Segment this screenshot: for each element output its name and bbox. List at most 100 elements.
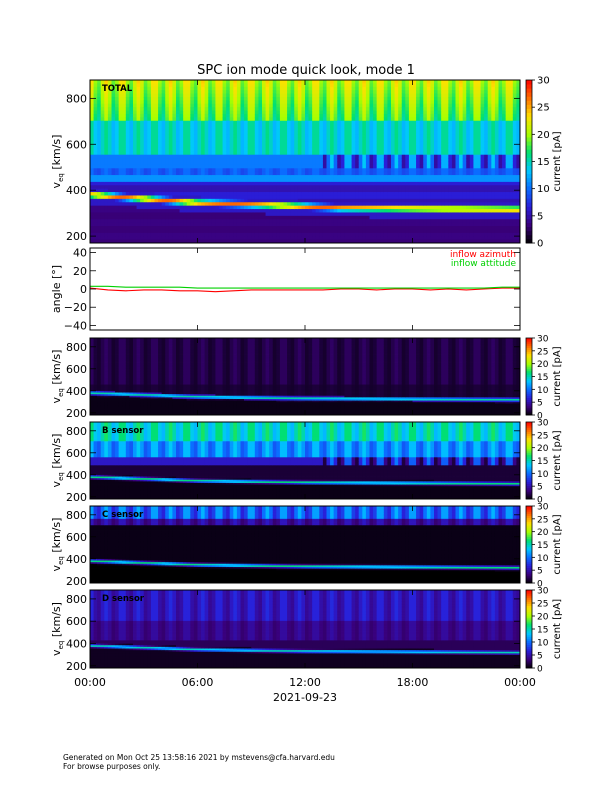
heatmap-cell (115, 168, 119, 172)
heatmap-cell (276, 104, 280, 108)
heatmap-cell (205, 206, 209, 210)
heatmap-cell (205, 219, 209, 223)
heatmap-cell (384, 212, 388, 216)
heatmap-cell (330, 216, 334, 220)
heatmap-cell (97, 90, 101, 94)
heatmap-cell (370, 182, 374, 186)
heatmap-cell (309, 134, 313, 138)
heatmap-cell (370, 107, 374, 111)
heatmap-cell (172, 107, 176, 111)
heatmap-cell (298, 97, 302, 101)
heatmap-cell (387, 233, 391, 237)
heatmap-cell (262, 97, 266, 101)
heatmap-cell (258, 131, 262, 135)
heatmap-cell (413, 87, 417, 91)
heatmap-cell (387, 199, 391, 203)
heatmap-cell (155, 80, 159, 84)
heatmap-cell (366, 128, 370, 132)
heatmap-cell (391, 114, 395, 118)
heatmap-cell (133, 100, 137, 104)
heatmap-cell (294, 162, 298, 166)
heatmap-cell (251, 185, 255, 189)
heatmap-cell (405, 134, 409, 138)
heatmap-cell (269, 206, 273, 210)
heatmap-cell (230, 229, 234, 233)
heatmap-cell (434, 233, 438, 237)
heatmap-cell (255, 155, 259, 159)
heatmap-cell (190, 141, 194, 145)
heatmap-cell (445, 87, 449, 91)
heatmap-cell (119, 107, 123, 111)
heatmap-cell (198, 212, 202, 216)
heatmap-cell (405, 111, 409, 115)
heatmap-cell (445, 195, 449, 199)
heatmap-cell (341, 233, 345, 237)
heatmap-cell (115, 111, 119, 115)
heatmap-cell (255, 202, 259, 206)
heatmap-cell (384, 151, 388, 155)
heatmap-cell (298, 158, 302, 162)
heatmap-cell (323, 94, 327, 98)
heatmap-cell (423, 107, 427, 111)
heatmap-cell (273, 206, 277, 210)
heatmap-cell (323, 97, 327, 101)
heatmap-cell (122, 229, 126, 233)
heatmap-cell (384, 195, 388, 199)
heatmap-cell (165, 223, 169, 227)
heatmap-cell (348, 90, 352, 94)
heatmap-cell (402, 206, 406, 210)
heatmap-cell (144, 151, 148, 155)
heatmap-cell (380, 83, 384, 87)
heatmap-cell (122, 178, 126, 182)
heatmap-cell (172, 158, 176, 162)
heatmap-cell (452, 128, 456, 132)
heatmap-cell (108, 145, 112, 149)
heatmap-cell (280, 209, 284, 213)
heatmap-cell (384, 94, 388, 98)
heatmap-cell (101, 97, 105, 101)
heatmap-cell (348, 192, 352, 196)
heatmap-cell (90, 192, 94, 196)
heatmap-cell (395, 111, 399, 115)
heatmap-cell (269, 189, 273, 193)
heatmap-cell (377, 189, 381, 193)
heatmap-cell (251, 195, 255, 199)
heatmap-cell (269, 216, 273, 220)
heatmap-cell (208, 141, 212, 145)
heatmap-cell (122, 128, 126, 132)
heatmap-cell (223, 97, 227, 101)
heatmap-cell (151, 195, 155, 199)
heatmap-cell (301, 128, 305, 132)
heatmap-cell (409, 128, 413, 132)
heatmap-cell (115, 128, 119, 132)
heatmap-cell (176, 158, 180, 162)
heatmap-cell (348, 94, 352, 98)
heatmap-cell (309, 145, 313, 149)
heatmap-cell (409, 175, 413, 179)
heatmap-cell (147, 131, 151, 135)
heatmap-cell (237, 226, 241, 230)
heatmap-cell (101, 219, 105, 223)
heatmap-cell (387, 158, 391, 162)
heatmap-cell (330, 165, 334, 169)
heatmap-cell (327, 216, 331, 220)
heatmap-cell (452, 233, 456, 237)
heatmap-cell (198, 226, 202, 230)
heatmap-cell (101, 199, 105, 203)
heatmap-cell (448, 219, 452, 223)
heatmap-cell (155, 178, 159, 182)
heatmap-cell (194, 168, 198, 172)
heatmap-cell (402, 114, 406, 118)
heatmap-cell (144, 189, 148, 193)
heatmap-cell (169, 114, 173, 118)
heatmap-cell (176, 206, 180, 210)
heatmap-cell (205, 223, 209, 227)
heatmap-cell (337, 87, 341, 91)
heatmap-cell (438, 165, 442, 169)
heatmap-cell (119, 114, 123, 118)
heatmap-cell (305, 162, 309, 166)
heatmap-cell (97, 145, 101, 149)
heatmap-cell (405, 219, 409, 223)
heatmap-cell (334, 151, 338, 155)
heatmap-cell (316, 124, 320, 128)
